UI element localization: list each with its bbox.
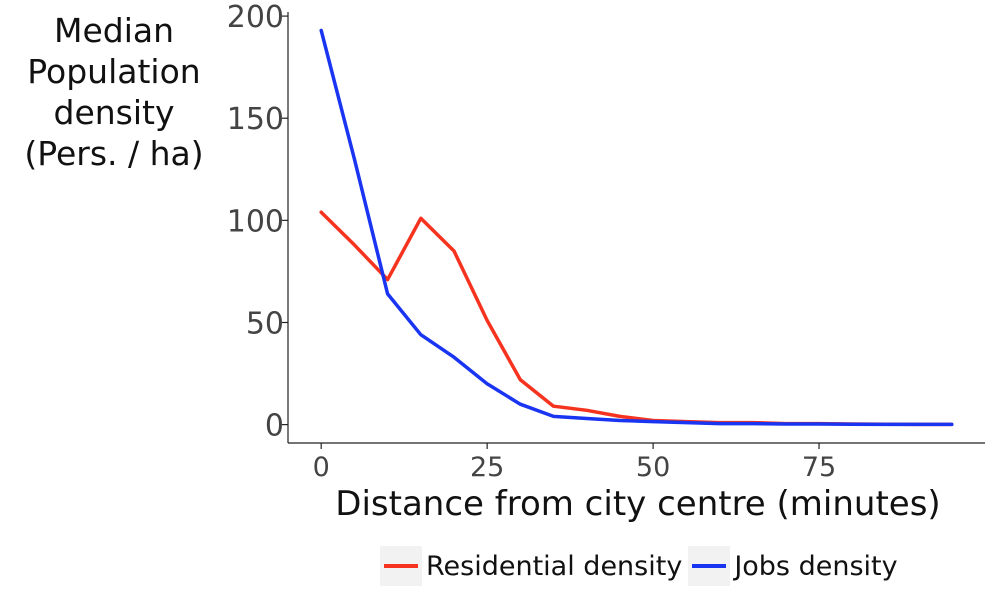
jobs-density-line <box>319 28 954 427</box>
y-tick-label: 0 <box>265 409 284 444</box>
y-axis-label-line: density <box>53 93 175 132</box>
legend-item-jobs: Jobs density <box>688 546 898 586</box>
y-tick-label: 200 <box>227 0 284 35</box>
x-tick-label: 25 <box>470 452 504 483</box>
legend: Residential density Jobs density <box>380 546 904 586</box>
legend-item-residential: Residential density <box>380 546 682 586</box>
y-axis-label: Median Population density (Pers. / ha) <box>0 10 228 174</box>
y-tick-label: 100 <box>227 204 284 239</box>
legend-key-jobs <box>688 546 731 586</box>
x-tick-label: 0 <box>313 452 330 483</box>
x-tick-label: 50 <box>636 452 670 483</box>
y-axis-label-line: (Pers. / ha) <box>24 134 204 173</box>
series-layer <box>319 28 954 427</box>
legend-label-jobs: Jobs density <box>734 550 898 582</box>
x-axis-label: Distance from city centre (minutes) <box>335 484 941 524</box>
y-tick-label: 150 <box>227 102 284 137</box>
y-axis-label-line: Population <box>27 52 201 91</box>
y-tick-label: 50 <box>246 306 284 341</box>
axes: 0 50 100 150 200 0 25 50 75 <box>227 0 985 483</box>
y-axis-label-line: Median <box>53 11 175 50</box>
residential-density-line <box>319 210 954 427</box>
legend-label-residential: Residential density <box>426 550 683 582</box>
legend-key-residential <box>380 546 422 586</box>
x-tick-label: 75 <box>802 452 836 483</box>
